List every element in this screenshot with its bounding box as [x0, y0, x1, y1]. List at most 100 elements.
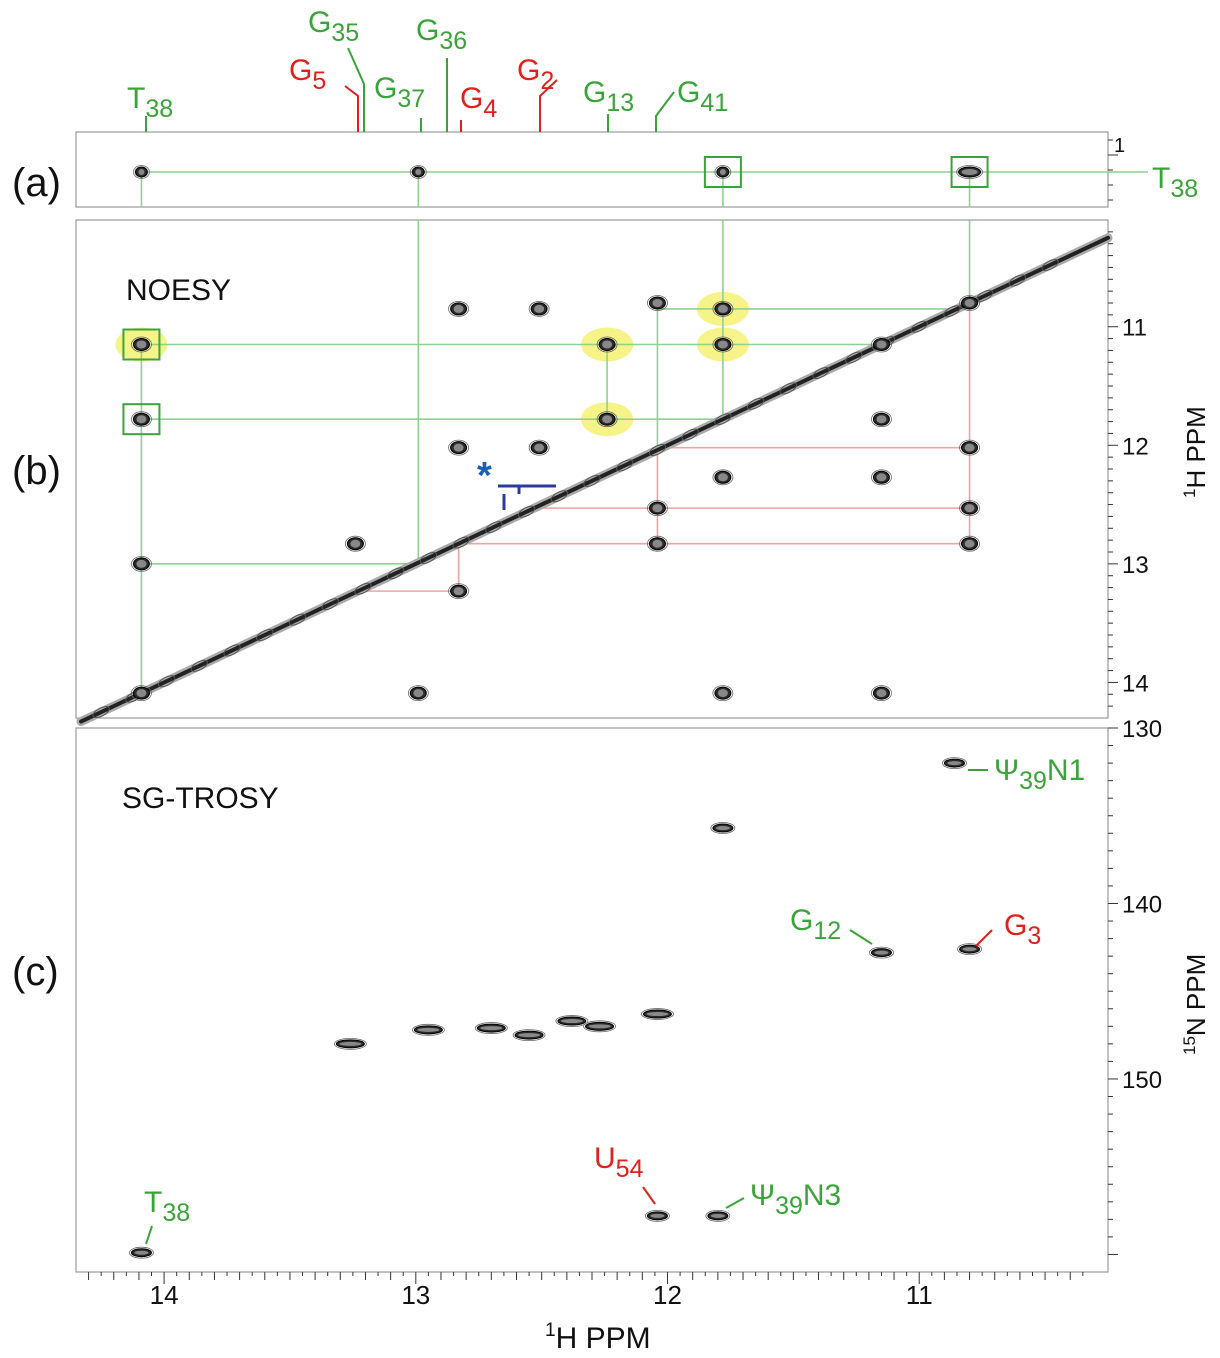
label-T38-trosy: T38 — [144, 1186, 190, 1227]
noesy-cross-peak-3-outer-contour — [131, 685, 152, 701]
trosy-peak-6-center — [518, 1033, 541, 1038]
label-G36-top-base: G — [416, 14, 439, 47]
noesy-cross-peak-7 — [712, 336, 734, 353]
trosy-label-leaders — [145, 769, 993, 1245]
c-y-tick-label-1: 140 — [1122, 891, 1162, 918]
noesy-cross-peak-17 — [647, 500, 668, 517]
trosy-peak-5-center — [480, 1026, 503, 1031]
trosy-peak-0 — [942, 757, 967, 769]
trosy-peak-3-outer-contour — [333, 1037, 367, 1050]
label-G41-top-sub: 41 — [700, 89, 728, 117]
noesy-cross-peak-7-outer-contour — [712, 336, 734, 353]
b-y-tick-label-2: 13 — [1122, 552, 1149, 579]
b-y-tick-label-1: 12 — [1122, 433, 1149, 460]
noesy-cross-peak-15 — [959, 439, 980, 456]
noesy-cross-peak-1 — [131, 411, 152, 428]
trosy-peak-8-outer-contour — [583, 1020, 616, 1033]
noesy-cross-peak-20-outer-contour — [959, 535, 980, 552]
label-G5-top-base: G — [289, 54, 312, 87]
trosy-peak-11-outer-contour — [705, 1209, 731, 1222]
noesy-diagonal-contour-18 — [681, 428, 699, 441]
trosy-peak-4-outer-contour — [411, 1023, 445, 1036]
noesy-cross-peak-3-center — [136, 689, 147, 698]
leader-psi39-n3 — [725, 1197, 745, 1209]
noesy-diagonal-contour-16 — [616, 459, 634, 472]
top-assignment-labels: T38 G5 G35 G37 G36 G4 G2 G13 G41 — [127, 6, 728, 123]
noesy-diagonal-contour-21 — [779, 382, 797, 395]
noesy-diagonal-contour-8 — [354, 582, 372, 595]
noesy-cross-peak-3 — [131, 685, 152, 701]
label-G41-top: G41 — [677, 76, 728, 117]
label-T38-trosy-base: T — [144, 1186, 162, 1219]
trosy-peak-11 — [705, 1209, 731, 1222]
y-axis-title-b: 1H PPM — [1180, 406, 1211, 498]
noesy-diagonal-contour-9 — [387, 567, 405, 580]
noesy-cross-peak-14-center — [876, 473, 887, 482]
noesy-diagonal-contour-17 — [648, 444, 667, 457]
noesy-cross-peak-9-center — [534, 304, 545, 313]
y-axis-title-b-base: H PPM — [1181, 406, 1211, 488]
sg-trosy-title: SG-TROSY — [122, 782, 279, 815]
noesy-cross-peak-8-outer-contour — [448, 301, 469, 317]
trosy-peak-2 — [957, 943, 982, 956]
noesy-title: NOESY — [126, 274, 231, 307]
noesy-cross-peak-12 — [528, 439, 550, 456]
noesy-cross-peak-25 — [871, 685, 892, 701]
noesy-cross-peak-19-center — [652, 539, 663, 548]
trosy-peak-9-outer-contour — [641, 1008, 674, 1020]
top-label-leaders — [145, 47, 675, 132]
noesy-diagonal-core — [79, 235, 1110, 724]
noesy-cross-peak-2-center — [136, 559, 147, 568]
noesy-cross-peak-1-center — [136, 415, 147, 424]
noesy-cross-peak-8-center — [453, 304, 464, 313]
label-G36-top-sub: 36 — [439, 27, 467, 55]
panel-a-peak-1 — [409, 165, 427, 179]
noesy-cross-peak-6-outer-contour — [712, 301, 734, 317]
trosy-peak-4-center — [417, 1027, 440, 1032]
panel-a-peak-3-outer-contour — [956, 165, 983, 179]
trosy-peak-6 — [512, 1029, 546, 1041]
x-tick-label-1: 13 — [401, 1280, 430, 1310]
noesy-diagonal-contour-3 — [190, 659, 209, 672]
label-G35-top-sub: 35 — [331, 19, 359, 47]
label-G3: G3 — [1004, 909, 1041, 950]
noesy-cross-peak-26 — [871, 336, 892, 353]
label-G35-top: G35 — [308, 6, 359, 47]
trosy-peak-6-outer-contour — [512, 1029, 546, 1041]
noesy-cross-peak-10 — [647, 295, 668, 311]
noesy-cross-peak-24 — [712, 685, 734, 701]
noesy-cross-peak-14 — [871, 469, 892, 486]
y-axis-title-b-super: 1 — [1180, 489, 1199, 498]
noesy-cross-peak-5-outer-contour — [596, 411, 618, 428]
trosy-peak-2-outer-contour — [957, 943, 982, 956]
label-G13-top-base: G — [583, 76, 606, 109]
trosy-peak-1 — [869, 946, 894, 959]
artifact-asterisk: * — [477, 455, 492, 497]
trosy-peak-2-center — [962, 947, 977, 952]
noesy-cross-peak-2 — [131, 555, 152, 572]
label-U54: U54 — [594, 1142, 644, 1183]
leader-G2-top — [539, 79, 558, 132]
label-G5-top-sub: 5 — [312, 67, 326, 95]
label-T38-top: T38 — [127, 82, 173, 123]
trosy-peak-0-center — [947, 761, 962, 766]
trosy-peak-5-outer-contour — [474, 1022, 508, 1034]
x-axis-title: 1H PPM — [545, 1320, 651, 1355]
noesy-cross-peak-8 — [448, 301, 469, 317]
x-axis-title-base: H PPM — [556, 1322, 651, 1355]
noesy-diagonal-contour-29 — [1041, 259, 1059, 272]
trosy-peak-3 — [333, 1037, 367, 1050]
label-U54-sub: 54 — [616, 1155, 644, 1183]
trosy-peak-11-center — [710, 1213, 725, 1218]
noesy-diagonal-contour-0 — [92, 706, 110, 719]
label-T38-top-sub: 38 — [145, 95, 173, 123]
noesy-cross-peak-10-center — [652, 299, 663, 307]
label-psi39-n3: Ψ39N3 — [750, 1179, 841, 1220]
noesy-cross-peak-23-outer-contour — [407, 685, 429, 701]
label-G4-top: G4 — [460, 82, 497, 123]
noesy-cross-peak-22-outer-contour — [344, 535, 366, 552]
panel-a-peak-3-center — [961, 169, 978, 175]
trosy-peak-8-center — [588, 1024, 611, 1029]
trosy-peak-13 — [710, 822, 736, 834]
noesy-diagonal-contour-25 — [910, 320, 928, 333]
